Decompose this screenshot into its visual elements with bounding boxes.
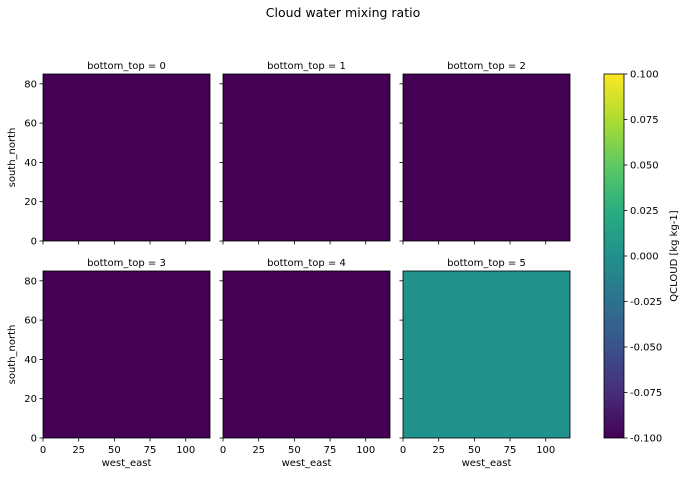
panel-title: bottom_top = 1 xyxy=(267,61,346,72)
x-axis-label: west_east xyxy=(282,458,332,469)
subplot-panel: bottom_top = 5 0 25 50 75 100 west_east xyxy=(399,258,571,469)
x-axis-label: west_east xyxy=(462,458,512,469)
y-tick-label: 0 xyxy=(31,434,37,445)
colorbar-tick-label: 0.025 xyxy=(630,206,659,217)
axes-frame xyxy=(42,270,211,439)
x-tick-label: 100 xyxy=(176,445,195,456)
x-tick-label: 25 xyxy=(72,445,85,456)
y-tick-label: 40 xyxy=(24,158,37,169)
colorbar-tick-label: 0.050 xyxy=(630,161,659,172)
y-tick-label: 40 xyxy=(24,355,37,366)
panel-title: bottom_top = 4 xyxy=(267,258,346,269)
x-tick-label: 25 xyxy=(252,445,265,456)
x-tick-label: 0 xyxy=(40,445,46,456)
panel-title: bottom_top = 5 xyxy=(447,258,526,269)
x-tick-label: 75 xyxy=(324,445,337,456)
panel-title: bottom_top = 3 xyxy=(87,258,166,269)
y-tick-label: 0 xyxy=(31,237,37,248)
x-tick-label: 75 xyxy=(504,445,517,456)
figure-title: Cloud water mixing ratio xyxy=(266,5,420,20)
subplot-panel: bottom_top = 2 xyxy=(399,61,571,245)
x-tick-label: 0 xyxy=(220,445,226,456)
colorbar-tick-label: -0.075 xyxy=(630,388,662,399)
heatmap-cells xyxy=(223,271,390,438)
x-tick-label: 25 xyxy=(432,445,445,456)
axes-frame xyxy=(402,270,571,439)
y-tick-label: 80 xyxy=(24,276,37,287)
panel-title: bottom_top = 2 xyxy=(447,61,526,72)
x-tick-label: 100 xyxy=(356,445,375,456)
y-axis-label: south_north xyxy=(7,128,18,188)
x-tick-label: 75 xyxy=(144,445,157,456)
x-tick-label: 0 xyxy=(400,445,406,456)
y-tick-label: 20 xyxy=(24,394,37,405)
colorbar-label: QCLOUD [kg kg-1] xyxy=(669,210,680,301)
heatmap-cells xyxy=(223,74,390,241)
y-tick-label: 80 xyxy=(24,79,37,90)
axes-frame xyxy=(222,270,391,439)
heatmap-cells xyxy=(43,271,210,438)
heatmap-cells xyxy=(43,74,210,241)
colorbar: 0.100 0.075 0.050 0.025 0.000 -0.025 -0.050 -0.… xyxy=(603,70,680,445)
x-tick-label: 50 xyxy=(468,445,481,456)
x-tick-label: 100 xyxy=(536,445,555,456)
colorbar-tick-label: -0.100 xyxy=(630,434,662,445)
colorbar-tick-label: -0.025 xyxy=(630,297,662,308)
axes-frame xyxy=(42,73,211,242)
colorbar-tick-label: 0.000 xyxy=(630,252,659,263)
y-axis-label: south_north xyxy=(7,325,18,385)
subplot-panel: bottom_top = 0 0 20 40 60 80 south_north xyxy=(7,61,211,248)
subplot-panel: bottom_top = 4 0 25 50 75 100 west_east xyxy=(219,258,391,469)
subplot-panel: bottom_top = 1 xyxy=(219,61,391,245)
axes-frame xyxy=(222,73,391,242)
colorbar-gradient xyxy=(604,74,624,438)
x-tick-label: 50 xyxy=(288,445,301,456)
heatmap-cells xyxy=(403,74,570,241)
colorbar-tick-label: 0.100 xyxy=(630,70,659,81)
subplot-panel: bottom_top = 3 0 20 40 60 80 0 25 50 75 100 south_n… xyxy=(7,258,211,469)
heatmap-cells xyxy=(403,271,570,438)
y-tick-label: 60 xyxy=(24,119,37,130)
panel-title: bottom_top = 0 xyxy=(87,61,166,72)
axes-frame xyxy=(402,73,571,242)
colorbar-tick-label: -0.050 xyxy=(630,343,662,354)
y-tick-label: 60 xyxy=(24,316,37,327)
x-axis-label: west_east xyxy=(102,458,152,469)
colorbar-tick-label: 0.075 xyxy=(630,115,659,126)
panel-grid: bottom_top = 0020406080south_northbottom… xyxy=(7,61,571,469)
y-tick-label: 20 xyxy=(24,197,37,208)
x-tick-label: 50 xyxy=(108,445,121,456)
